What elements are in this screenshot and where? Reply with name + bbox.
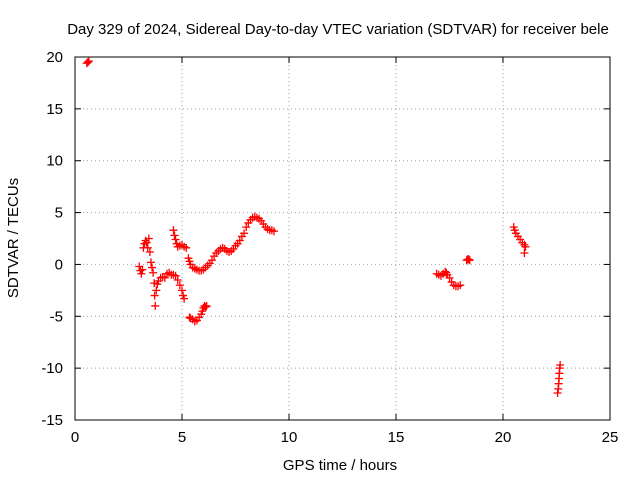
- y-tick-label: -15: [41, 412, 63, 429]
- data-point: [169, 226, 178, 235]
- data-point: [465, 256, 474, 265]
- data-point: [169, 270, 178, 279]
- x-tick-label: 0: [71, 429, 79, 446]
- data-point: [150, 291, 159, 300]
- data-point: [227, 246, 236, 255]
- data-point: [199, 265, 208, 274]
- x-tick-label: 5: [178, 429, 186, 446]
- y-tick-label: 15: [46, 101, 63, 118]
- series-outlier: [82, 57, 93, 68]
- data-point: [171, 235, 180, 244]
- data-point: [201, 302, 210, 311]
- data-points: [82, 57, 565, 398]
- series-arc-a: [135, 234, 169, 310]
- data-point: [180, 242, 189, 251]
- x-axis-label: GPS time / hours: [283, 457, 397, 474]
- data-point: [175, 281, 184, 290]
- data-point: [263, 225, 272, 234]
- data-point: [207, 256, 216, 265]
- data-point: [137, 269, 146, 278]
- data-point: [84, 57, 93, 66]
- data-point: [235, 236, 244, 245]
- data-point: [149, 268, 158, 277]
- data-point: [270, 227, 279, 236]
- plot-frame: [74, 56, 611, 421]
- series-arc-e: [185, 301, 211, 326]
- data-point: [203, 261, 212, 270]
- data-point: [82, 59, 91, 68]
- data-point: [173, 275, 182, 284]
- x-tick-label: 20: [495, 429, 512, 446]
- x-tick-label: 25: [602, 429, 619, 446]
- data-point: [180, 294, 189, 303]
- series-arc-c: [169, 226, 191, 252]
- series-arc-i: [553, 361, 565, 398]
- data-point: [464, 255, 473, 264]
- data-point: [520, 240, 529, 249]
- series-arc-f: [432, 267, 465, 291]
- chart-title: Day 329 of 2024, Sidereal Day-to-day VTE…: [67, 21, 609, 38]
- data-point: [255, 214, 264, 223]
- data-point: [170, 231, 179, 240]
- y-tick-label: 10: [46, 153, 63, 170]
- axes: [74, 56, 611, 421]
- data-point: [556, 361, 565, 370]
- data-point: [240, 229, 249, 238]
- y-tick-label: 0: [55, 256, 63, 273]
- data-point: [171, 271, 180, 280]
- data-point: [456, 281, 465, 290]
- data-point: [145, 247, 154, 256]
- data-point: [520, 249, 529, 258]
- data-point: [242, 223, 251, 232]
- data-point: [142, 238, 151, 247]
- y-tick-label: -5: [50, 308, 63, 325]
- data-point: [144, 234, 153, 243]
- data-point: [143, 243, 152, 252]
- data-point: [178, 286, 186, 295]
- data-point: [182, 243, 191, 252]
- data-point: [83, 58, 92, 67]
- y-axis-label: SDTVAR / TECUs: [5, 178, 22, 298]
- data-point: [160, 273, 169, 282]
- y-tick-label: 5: [55, 205, 63, 222]
- data-point: [146, 258, 155, 267]
- series-arc-b: [163, 268, 189, 303]
- data-point: [521, 242, 530, 251]
- data-point: [190, 264, 199, 273]
- x-tick-label: 15: [388, 429, 405, 446]
- data-point: [151, 301, 160, 310]
- grid: [75, 57, 610, 420]
- y-tick-label: -10: [41, 360, 63, 377]
- series-arc-h: [509, 223, 530, 258]
- tick-labels: 0 5 10 15 20 25 -15 -10 -5 0 5 10 15 20: [41, 49, 618, 446]
- data-point: [445, 273, 454, 282]
- data-point: [148, 263, 157, 272]
- series-arc-g: [462, 255, 474, 265]
- series-arc-d: [184, 212, 279, 275]
- data-point: [152, 286, 161, 295]
- data-point: [454, 282, 463, 291]
- data-point: [202, 301, 211, 310]
- data-point: [138, 265, 147, 274]
- x-tick-label: 10: [281, 429, 298, 446]
- y-tick-label: 20: [46, 49, 63, 66]
